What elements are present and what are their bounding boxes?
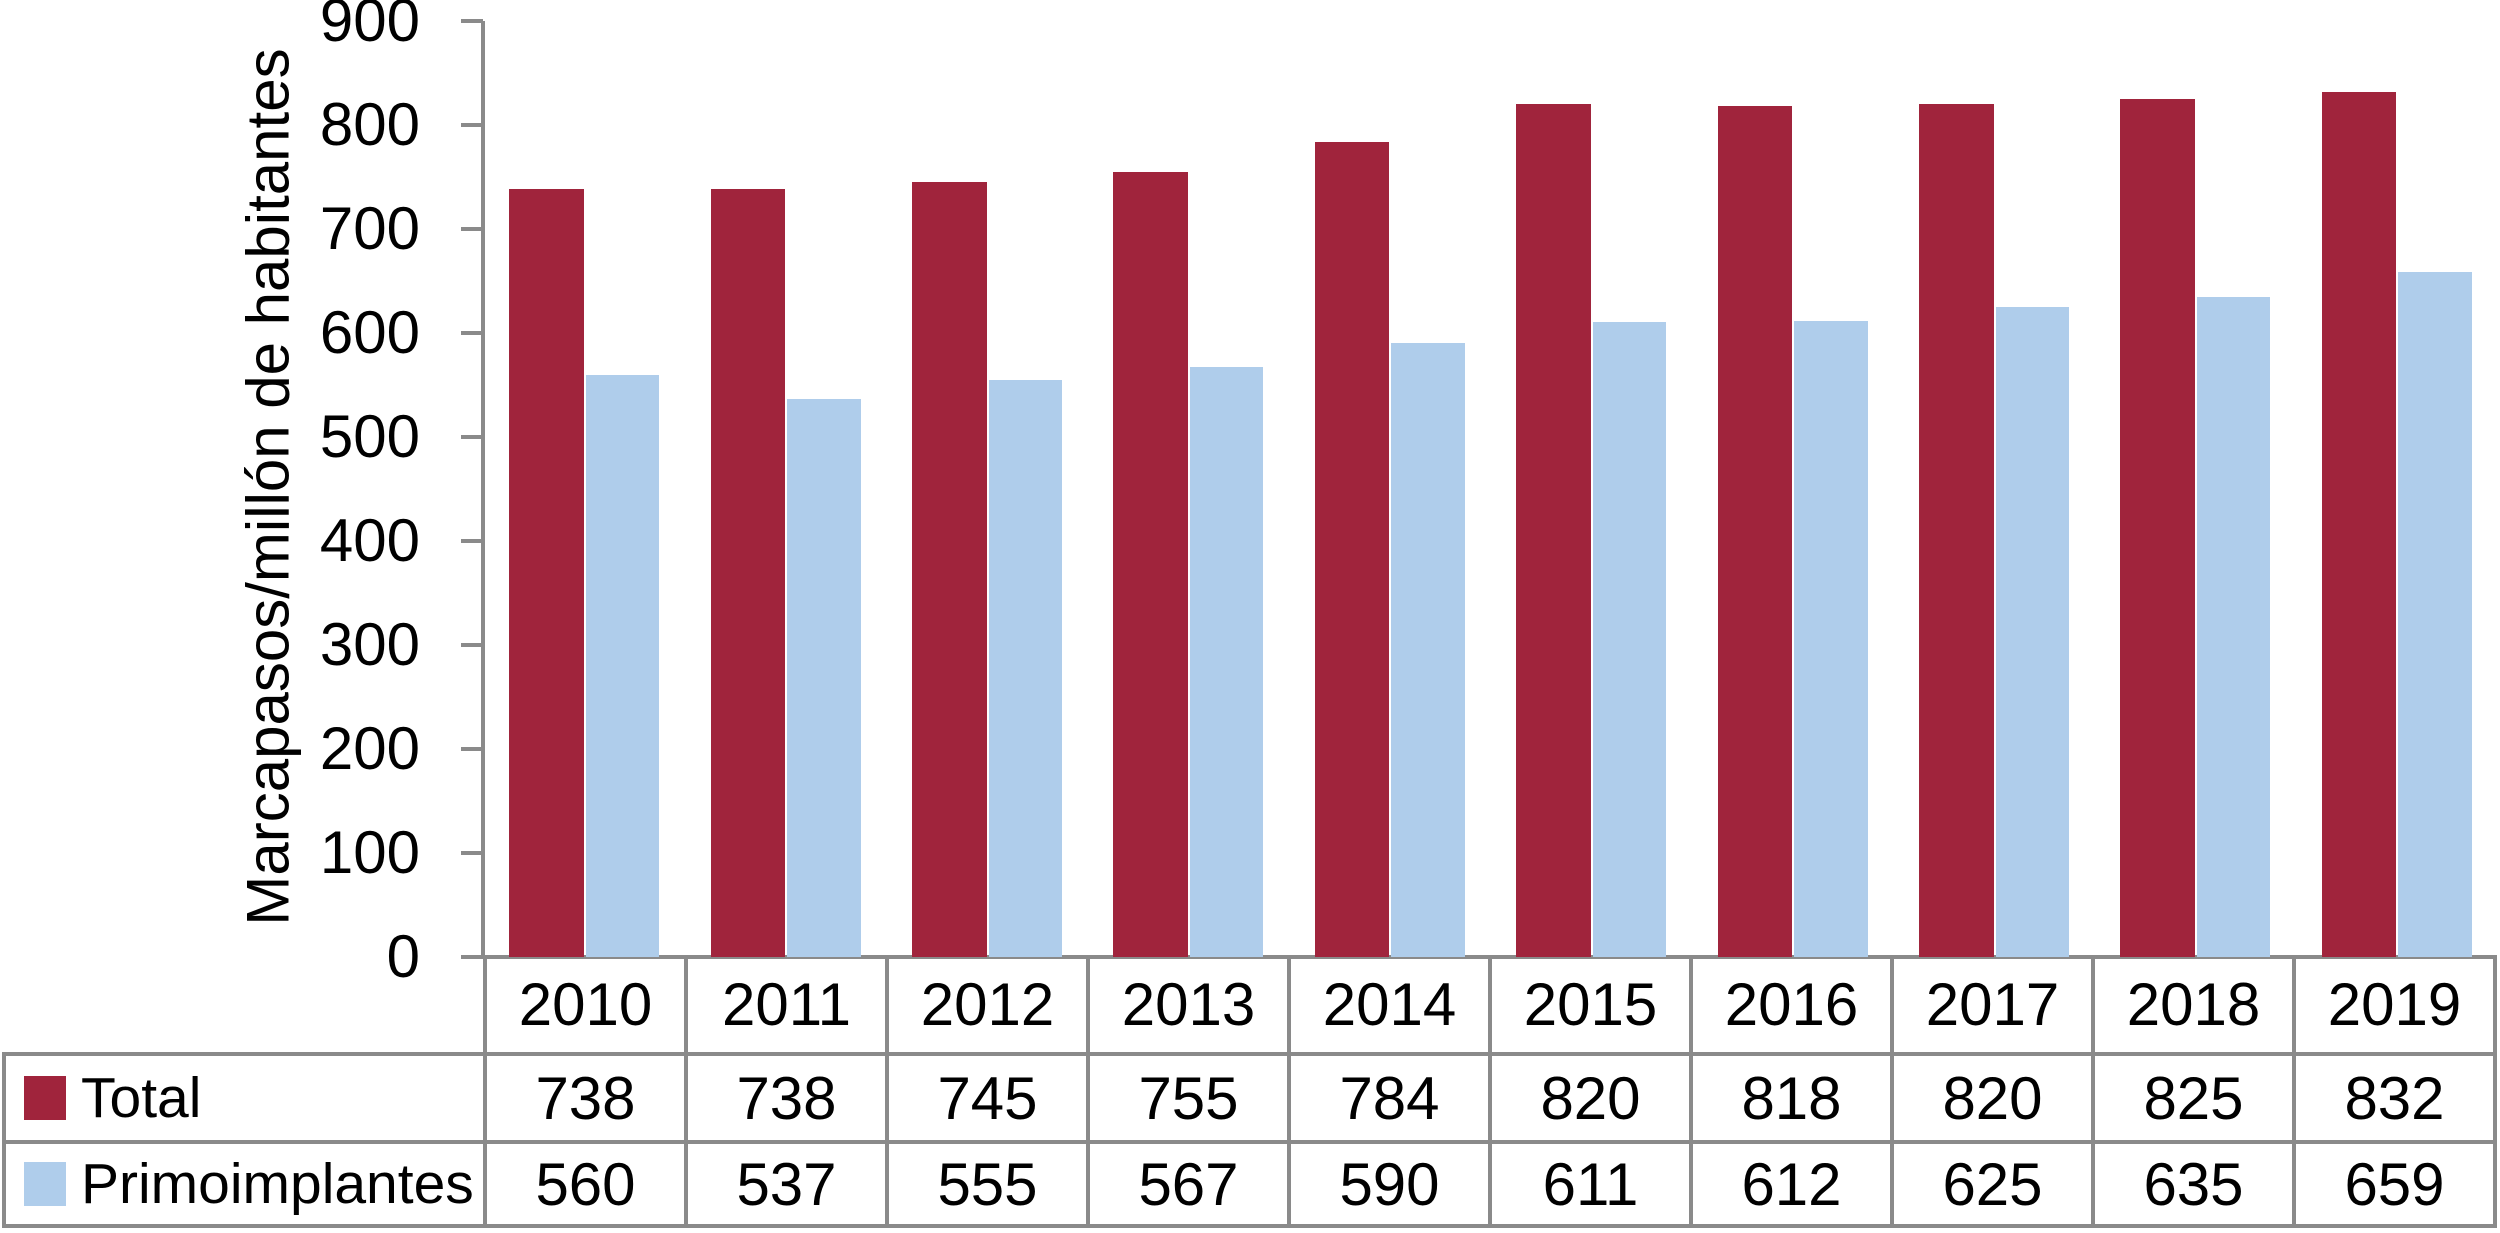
bar-primoimplantes-2011 (787, 398, 861, 957)
table-value-primoimplantes-2013: 567 (1086, 1140, 1287, 1224)
legend-label-primoimplantes: Primoimplantes (81, 1152, 474, 1216)
bar-primoimplantes-2013 (1189, 367, 1264, 957)
bar-group-2011 (684, 21, 885, 957)
y-axis-line (481, 21, 485, 957)
bar-total-2019 (2321, 91, 2397, 957)
bar-total-2015 (1516, 104, 1591, 957)
chart-data-table: Total 738 738 745 755 784 820 818 820 825 832 Primo… (2, 1052, 2497, 1228)
bar-group-2017 (1893, 21, 2094, 957)
bar-group-2015 (1490, 21, 1691, 957)
bar-group-2018 (2094, 21, 2295, 957)
table-value-total-2014: 784 (1287, 1056, 1488, 1140)
bar-group-2010 (483, 21, 684, 957)
y-tick-label-700: 700 (319, 195, 420, 262)
x-category-label-2017: 2017 (1890, 957, 2091, 1052)
x-category-label-2019: 2019 (2292, 957, 2497, 1052)
x-category-label-2010: 2010 (483, 957, 684, 1052)
y-tick-label-200: 200 (319, 715, 420, 782)
y-tick-mark-400 (461, 539, 483, 543)
table-value-primoimplantes-2010: 560 (483, 1140, 684, 1224)
bar-group-2016 (1691, 21, 1892, 957)
x-category-label-2013: 2013 (1086, 957, 1287, 1052)
x-category-label-2015: 2015 (1488, 957, 1689, 1052)
bar-primoimplantes-2014 (1391, 343, 1465, 957)
bar-total-2014 (1314, 141, 1390, 957)
y-axis-title: Marcapasos/millón de habitantes (234, 48, 302, 926)
table-value-primoimplantes-2015: 611 (1488, 1140, 1689, 1224)
table-value-primoimplantes-2018: 635 (2091, 1140, 2292, 1224)
y-tick-mark-800 (461, 123, 483, 127)
legend-swatch-total-icon (24, 1076, 66, 1120)
table-value-primoimplantes-2016: 612 (1689, 1140, 1890, 1224)
y-tick-mark-900 (461, 19, 483, 23)
bar-total-2017 (1919, 104, 1994, 957)
bar-total-2010 (509, 189, 584, 957)
bar-total-2013 (1113, 171, 1188, 957)
y-tick-mark-700 (461, 227, 483, 231)
bar-primoimplantes-2012 (988, 379, 1063, 957)
table-value-total-2016: 818 (1689, 1056, 1890, 1140)
table-value-total-2015: 820 (1488, 1056, 1689, 1140)
y-tick-mark-600 (461, 331, 483, 335)
table-value-total-2017: 820 (1890, 1056, 2091, 1140)
bar-group-2012 (886, 21, 1087, 957)
bar-total-2011 (710, 189, 786, 957)
x-axis-line (461, 955, 2497, 959)
bar-group-2019 (2296, 21, 2497, 957)
legend-swatch-primoimplantes-icon (24, 1162, 66, 1206)
bar-total-2012 (911, 182, 987, 957)
legend-cell-total: Total (6, 1056, 483, 1140)
x-category-label-2012: 2012 (885, 957, 1086, 1052)
y-tick-mark-100 (461, 851, 483, 855)
bar-total-2016 (1717, 106, 1793, 957)
y-tick-label-300: 300 (319, 611, 420, 678)
legend-label-total: Total (81, 1066, 202, 1130)
table-value-primoimplantes-2012: 555 (885, 1140, 1086, 1224)
bar-primoimplantes-2010 (585, 374, 660, 957)
x-category-label-2011: 2011 (684, 957, 885, 1052)
y-tick-label-800: 800 (319, 91, 420, 158)
y-tick-label-100: 100 (319, 819, 420, 886)
x-category-label-2016: 2016 (1689, 957, 1890, 1052)
table-value-primoimplantes-2014: 590 (1287, 1140, 1488, 1224)
x-category-label-2014: 2014 (1287, 957, 1488, 1052)
y-tick-label-0: 0 (386, 923, 420, 990)
table-value-total-2011: 738 (684, 1056, 885, 1140)
table-value-total-2013: 755 (1086, 1056, 1287, 1140)
table-value-total-2010: 738 (483, 1056, 684, 1140)
plot-area (483, 21, 2497, 957)
legend-cell-primoimplantes: Primoimplantes (6, 1140, 483, 1224)
bar-group-2013 (1087, 21, 1288, 957)
bar-primoimplantes-2017 (1995, 307, 2070, 957)
y-tick-label-500: 500 (319, 403, 420, 470)
y-tick-label-900: 900 (319, 0, 420, 54)
x-category-label-2018: 2018 (2091, 957, 2292, 1052)
table-value-total-2018: 825 (2091, 1056, 2292, 1140)
bar-primoimplantes-2019 (2398, 271, 2472, 957)
table-value-total-2012: 745 (885, 1056, 1086, 1140)
y-tick-mark-200 (461, 747, 483, 751)
y-tick-label-400: 400 (319, 507, 420, 574)
table-value-primoimplantes-2019: 659 (2292, 1140, 2493, 1224)
y-tick-label-600: 600 (319, 299, 420, 366)
bar-group-2014 (1289, 21, 1490, 957)
y-tick-mark-500 (461, 435, 483, 439)
bar-primoimplantes-2016 (1794, 320, 1868, 957)
bar-primoimplantes-2018 (2196, 296, 2271, 957)
y-tick-mark-300 (461, 643, 483, 647)
x-axis-category-row: 2010 2011 2012 2013 2014 2015 2016 2017 2018 2019 (483, 957, 2497, 1052)
table-value-primoimplantes-2011: 537 (684, 1140, 885, 1224)
table-value-total-2019: 832 (2292, 1056, 2493, 1140)
table-value-primoimplantes-2017: 625 (1890, 1140, 2091, 1224)
bar-total-2018 (2120, 99, 2195, 957)
bar-primoimplantes-2015 (1592, 321, 1667, 957)
